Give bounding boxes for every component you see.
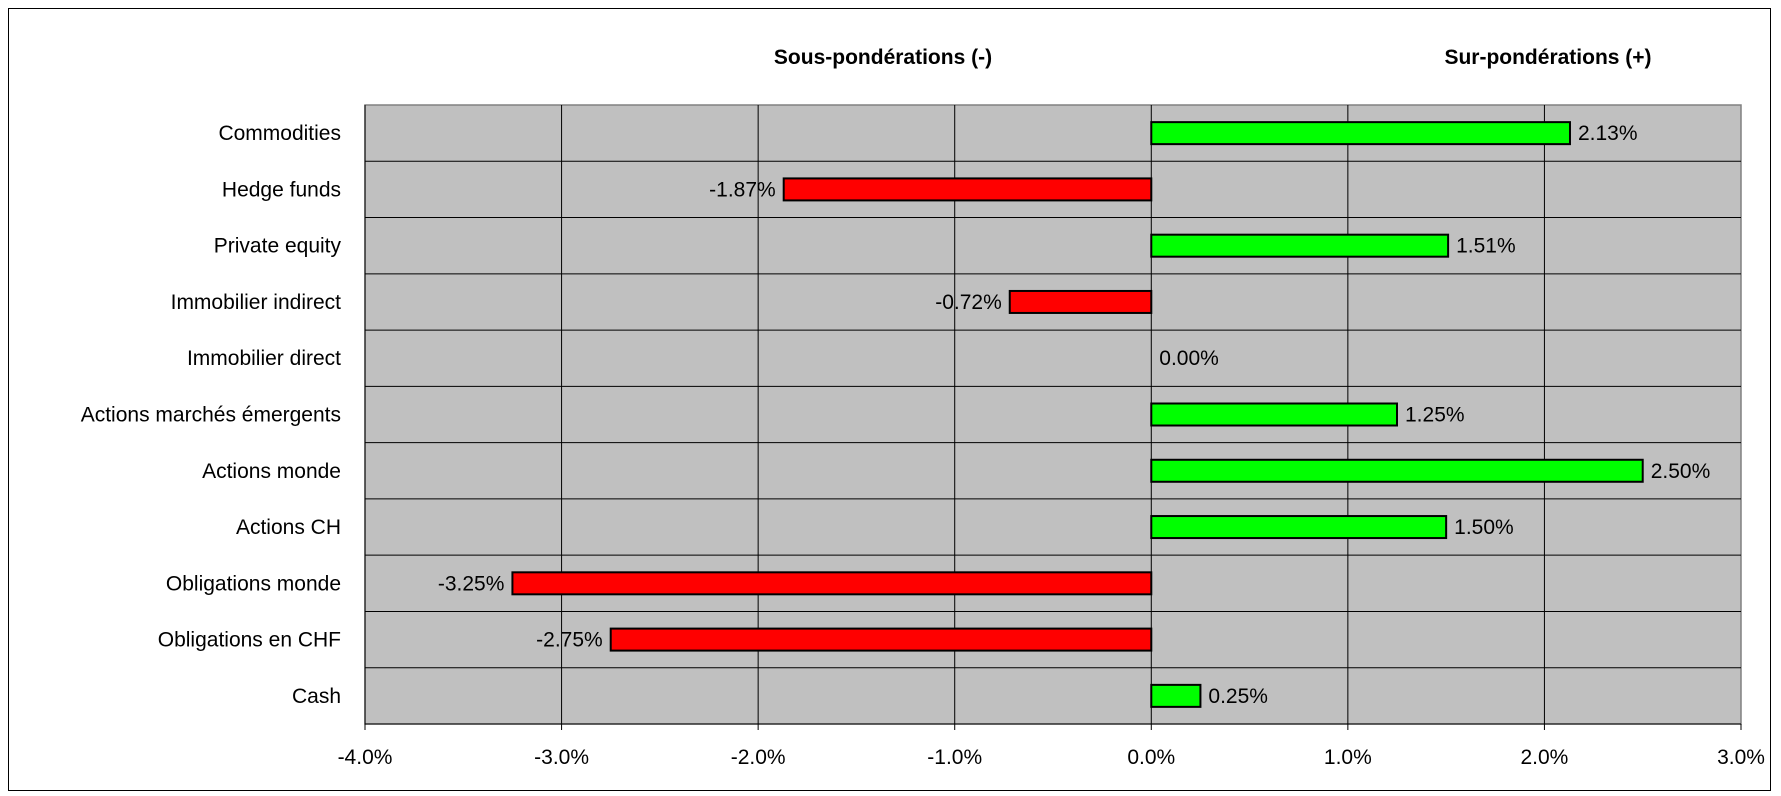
- category-label: Cash: [292, 685, 341, 708]
- bar-obligations-en-chf: [609, 627, 1153, 652]
- bar-private-equity: [1150, 233, 1450, 258]
- header-right: Sur-pondérations (+): [1444, 46, 1651, 69]
- grid-lines: [364, 105, 1742, 730]
- category-label: Immobilier direct: [187, 347, 341, 370]
- x-tick-label: 1.0%: [1324, 746, 1372, 769]
- x-tick-label: -3.0%: [534, 746, 589, 769]
- category-label: Obligations en CHF: [158, 629, 341, 652]
- x-tick-label: -1.0%: [927, 746, 982, 769]
- bar-immobilier-indirect: [1008, 289, 1153, 314]
- x-tick-label: -2.0%: [731, 746, 786, 769]
- data-label: 1.25%: [1405, 404, 1465, 427]
- bar-actions-monde: [1150, 458, 1644, 483]
- data-label: 2.13%: [1578, 122, 1638, 145]
- bar-cash: [1150, 683, 1202, 708]
- category-labels: Commodities Hedge funds Private equity Immo…: [81, 122, 342, 708]
- x-tick-label: -4.0%: [338, 746, 393, 769]
- category-label: Hedge funds: [222, 178, 341, 201]
- category-label: Immobilier indirect: [171, 291, 342, 314]
- data-labels: 2.13% -1.87% 1.51% -0.72% 0.00% 1.25% 2.50% 1.5…: [438, 122, 1710, 708]
- data-label: 1.50%: [1454, 516, 1514, 539]
- category-label: Commodities: [218, 122, 341, 145]
- category-label: Actions CH: [236, 516, 341, 539]
- category-label: Actions monde: [202, 460, 341, 483]
- data-label: 0.00%: [1159, 347, 1219, 370]
- data-label: 1.51%: [1456, 235, 1516, 258]
- data-label: 0.25%: [1208, 685, 1268, 708]
- bars: [511, 121, 1644, 708]
- x-tick-label: 0.0%: [1127, 746, 1175, 769]
- data-label: -2.75%: [536, 629, 603, 652]
- x-tick-label: 3.0%: [1717, 746, 1765, 769]
- category-label: Actions marchés émergents: [81, 404, 341, 427]
- bar-actions-marches-emergents: [1150, 402, 1399, 427]
- category-label: Obligations monde: [166, 572, 341, 595]
- x-tick-label: 2.0%: [1520, 746, 1568, 769]
- bar-obligations-monde: [511, 571, 1153, 596]
- x-tick-labels: -4.0% -3.0% -2.0% -1.0% 0.0% 1.0% 2.0% 3.0%: [338, 746, 1765, 769]
- bar-commodities: [1150, 121, 1571, 146]
- header-left: Sous-pondérations (-): [774, 46, 992, 69]
- data-label: -1.87%: [709, 178, 776, 201]
- bar-actions-ch: [1150, 515, 1448, 540]
- data-label: 2.50%: [1651, 460, 1711, 483]
- plot-area: [364, 104, 1742, 725]
- category-label: Private equity: [214, 235, 342, 258]
- bar-hedge-funds: [782, 177, 1153, 202]
- data-label: -0.72%: [935, 291, 1002, 314]
- data-label: -3.25%: [438, 572, 505, 595]
